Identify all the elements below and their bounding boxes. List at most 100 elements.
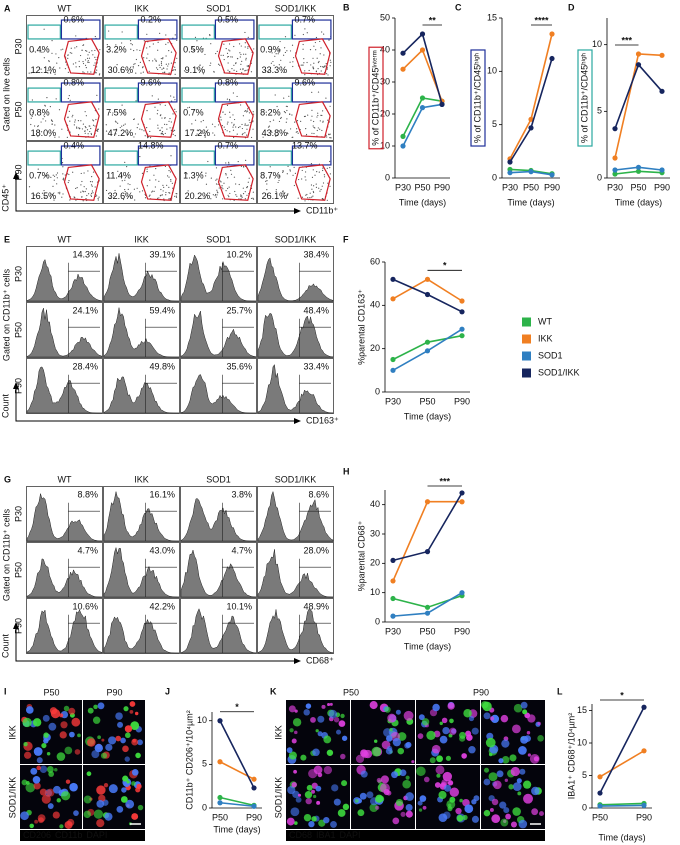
event-dot: [148, 70, 150, 73]
gate-percent: 43.8%: [262, 128, 288, 138]
stain-blob: [60, 721, 68, 729]
event-dot: [51, 193, 53, 195]
event-dot: [99, 73, 101, 75]
event-dot: [118, 49, 120, 51]
event-dot: [311, 188, 313, 190]
event-dot: [205, 183, 208, 185]
event-dot: [174, 195, 176, 197]
event-dot: [244, 198, 247, 200]
stain-blob: [39, 788, 47, 796]
event-dot: [293, 57, 295, 59]
event-dot: [49, 106, 51, 108]
event-dot: [200, 70, 202, 72]
event-dot: [69, 120, 71, 122]
event-dot: [233, 123, 235, 125]
event-dot: [278, 120, 281, 123]
event-dot: [296, 120, 299, 122]
stain-blob: [456, 814, 464, 822]
y-tick-label: 10: [380, 140, 390, 150]
stain-blob: [316, 800, 321, 805]
y-axis-title: %parental CD163⁺: [356, 289, 366, 365]
event-dot: [330, 61, 332, 63]
data-point: [641, 748, 647, 754]
event-dot: [49, 66, 51, 68]
event-dot: [159, 104, 161, 106]
event-dot: [161, 133, 164, 135]
row-label: SOD1/IKK: [7, 777, 17, 819]
event-dot: [317, 127, 319, 129]
event-dot: [49, 197, 52, 199]
stain-blob: [501, 739, 510, 748]
event-dot: [141, 190, 144, 192]
event-dot: [87, 71, 89, 73]
event-dot: [224, 113, 226, 115]
stain-blob: [423, 776, 430, 783]
event-dot: [202, 119, 204, 122]
panel-label: J: [165, 686, 170, 696]
gate: [27, 150, 61, 166]
gate-percent: 0.5%: [217, 14, 238, 24]
gate: [63, 164, 100, 201]
gate-percent: 24.1%: [72, 305, 98, 315]
event-dot: [282, 170, 284, 172]
event-dot: [306, 61, 308, 64]
event-dot: [32, 112, 34, 114]
event-dot: [222, 198, 224, 200]
stain-blob: [86, 771, 92, 777]
event-dot: [252, 198, 255, 200]
event-dot: [200, 121, 202, 123]
stain-blob: [326, 749, 334, 756]
event-dot: [121, 125, 123, 127]
stain-blob: [36, 757, 43, 764]
panel-label: H: [343, 466, 350, 476]
stain-name: DAPI: [86, 830, 107, 840]
y-title-frame: [368, 46, 384, 150]
gate: [291, 82, 332, 103]
data-point: [424, 499, 431, 505]
y-title-frame: [470, 49, 486, 147]
event-dot: [297, 132, 299, 134]
event-dot: [246, 134, 248, 136]
event-dot: [187, 190, 189, 192]
event-dot: [71, 52, 73, 54]
event-dot: [132, 67, 134, 69]
event-dot: [169, 118, 171, 120]
event-dot: [239, 56, 241, 58]
stain-blob: [108, 784, 118, 794]
axis-label: CD11b⁺: [306, 205, 338, 215]
stain-blob: [317, 715, 325, 723]
data-point: [424, 610, 431, 616]
event-dot: [109, 111, 111, 114]
event-dot: [317, 68, 319, 70]
event-dot: [250, 197, 253, 200]
event-dot: [80, 191, 82, 193]
stain-blob: [355, 754, 365, 763]
event-dot: [91, 50, 93, 52]
event-dot: [253, 113, 255, 115]
event-dot: [164, 71, 166, 73]
event-dot: [133, 118, 135, 120]
event-dot: [94, 186, 96, 188]
stain-blob: [446, 799, 456, 809]
event-dot: [239, 52, 241, 54]
y-tick-label: 0: [385, 172, 390, 182]
event-dot: [95, 72, 97, 74]
stain-blob: [411, 760, 415, 764]
stain-blob: [286, 747, 293, 754]
event-dot: [241, 72, 243, 74]
event-dot: [319, 128, 321, 130]
event-dot: [69, 52, 71, 54]
event-dot: [90, 192, 93, 194]
gate-percent: 8.6%: [308, 489, 329, 499]
histogram: [257, 257, 334, 302]
event-dot: [293, 184, 295, 187]
event-dot: [94, 56, 96, 59]
stain-blob: [46, 788, 55, 797]
event-dot: [221, 125, 223, 127]
gate: [258, 150, 292, 166]
event-dot: [68, 94, 70, 97]
column-header: IKK: [134, 474, 149, 484]
event-dot: [155, 59, 157, 61]
stain-blob: [43, 732, 49, 738]
event-dot: [146, 33, 148, 35]
